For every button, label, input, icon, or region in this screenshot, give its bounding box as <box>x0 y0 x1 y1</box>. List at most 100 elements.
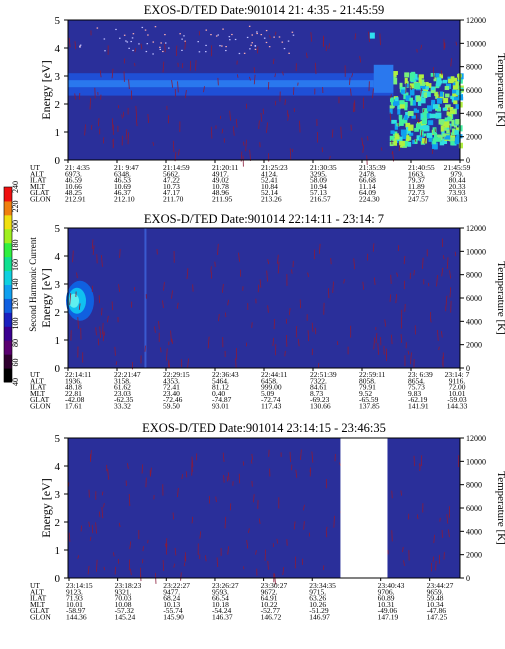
hot-cell <box>398 114 403 120</box>
noise-mark <box>377 343 379 355</box>
hot-cell <box>407 110 414 116</box>
orbit-value: 10.08 <box>115 600 132 609</box>
y2-tick-label: 8000 <box>466 63 482 72</box>
noise-mark <box>354 33 357 40</box>
colorbar-tick-label: 120 <box>11 298 20 310</box>
noise-mark <box>210 126 213 139</box>
noise-mark <box>118 522 121 528</box>
y2-tick-label: 8000 <box>466 481 482 490</box>
orbit-value: -62.35 <box>114 395 134 404</box>
sample-dot <box>246 36 249 39</box>
y-tick-label: 5 <box>55 15 61 27</box>
noise-mark <box>350 88 352 96</box>
chart-title: EXOS-D/TED Date:901014 23:14:15 - 23:46:… <box>142 421 386 435</box>
orbit-value: 146.97 <box>309 613 330 622</box>
sample-dot <box>181 38 183 40</box>
sample-dot <box>265 29 268 32</box>
sample-dot <box>168 47 170 49</box>
sample-dot <box>221 45 223 47</box>
hot-cell <box>411 71 416 79</box>
hot-cell <box>453 100 458 105</box>
orbit-value: -72.46 <box>163 395 183 404</box>
y2-tick-label: 0 <box>466 156 470 165</box>
noise-mark <box>299 120 301 133</box>
orbit-value: 49.02 <box>212 176 229 185</box>
noise-mark <box>380 147 383 151</box>
y-tick-label: 1 <box>55 127 61 139</box>
noise-mark <box>424 135 427 144</box>
noise-mark <box>76 272 78 279</box>
orbit-value: 147.19 <box>378 613 399 622</box>
colorbar-frame <box>3 186 13 383</box>
noise-mark <box>314 62 317 75</box>
hot-cell <box>421 118 428 125</box>
row-label: GLAT <box>30 188 50 197</box>
noise-mark <box>74 93 76 100</box>
noise-mark <box>164 543 167 548</box>
orbit-value: -51.29 <box>309 606 329 615</box>
orbit-value: 10.66 <box>65 182 82 191</box>
time-label: 22:44:11 <box>261 370 288 379</box>
orbit-value: 141.91 <box>408 402 429 411</box>
hot-cell <box>452 119 457 126</box>
y-tick-label: 4 <box>55 251 61 263</box>
noise-mark <box>87 565 90 575</box>
noise-mark <box>433 534 435 544</box>
orbit-value: 3295. <box>310 169 327 178</box>
noise-mark <box>343 279 345 284</box>
noise-mark <box>135 117 138 127</box>
orbit-value: 46.37 <box>114 188 131 197</box>
noise-mark <box>310 32 313 42</box>
hot-cell <box>394 135 400 140</box>
noise-mark <box>125 129 128 140</box>
orbit-value: 79.91 <box>359 383 376 392</box>
orbit-value: 46.53 <box>114 176 131 185</box>
orbit-value: 212.10 <box>114 195 135 204</box>
orbit-value: 1663. <box>408 169 425 178</box>
orbit-value: 52.41 <box>261 176 278 185</box>
orbit-value: 59.48 <box>427 594 444 603</box>
orbit-value: 46.59 <box>65 176 82 185</box>
noise-mark <box>227 472 230 481</box>
hot-cell <box>417 96 423 101</box>
hot-cell <box>458 142 463 149</box>
orbit-value: 216.57 <box>310 195 331 204</box>
panel-1 <box>64 19 464 167</box>
noise-mark <box>264 549 267 561</box>
noise-mark <box>204 555 207 562</box>
orbit-value: 6973. <box>65 169 82 178</box>
noise-mark <box>420 44 422 50</box>
hot-cell <box>435 137 441 142</box>
noise-mark <box>269 35 271 39</box>
row-label: MLT <box>30 600 46 609</box>
sample-dot <box>154 26 157 28</box>
noise-mark <box>69 293 72 305</box>
hot-cell <box>403 117 408 124</box>
hot-cell <box>394 123 398 130</box>
hot-cell <box>453 97 459 101</box>
noise-mark <box>112 552 115 557</box>
y-tick-label: 5 <box>55 223 61 235</box>
orbit-value: 9116. <box>449 376 466 385</box>
sample-dot <box>131 37 134 39</box>
orbit-value: 5464. <box>212 376 229 385</box>
orbit-value: -74.87 <box>212 395 232 404</box>
noise-mark <box>432 67 435 79</box>
panel-3 <box>64 437 464 585</box>
sample-dot <box>128 47 130 49</box>
sample-dot <box>265 41 268 44</box>
time-label: 23:22:27 <box>163 581 190 590</box>
noise-mark <box>101 255 103 267</box>
row-label: ILAT <box>30 594 47 603</box>
noise-mark <box>249 76 251 81</box>
orbit-value: 9123. <box>66 587 83 596</box>
hot-cell <box>449 106 454 111</box>
noise-mark <box>128 79 130 90</box>
time-label: 21:20:11 <box>212 163 239 172</box>
row-label: ALT <box>30 169 44 178</box>
noise-mark <box>162 560 165 571</box>
hot-cell <box>412 100 416 106</box>
hot-cell <box>405 122 411 128</box>
sample-dot <box>292 34 295 36</box>
orbit-value: -57.32 <box>115 606 135 615</box>
